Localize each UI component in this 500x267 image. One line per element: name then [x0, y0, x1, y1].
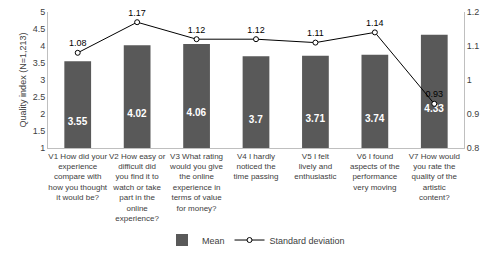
- svg-text:1.12: 1.12: [247, 25, 265, 35]
- svg-text:0.93: 0.93: [426, 89, 444, 99]
- svg-text:1.14: 1.14: [366, 18, 384, 28]
- svg-text:2.5: 2.5: [33, 92, 46, 102]
- svg-text:V1 How did yourexperiencecompa: V1 How did yourexperiencecompare withhow…: [48, 152, 107, 203]
- svg-text:V2 How easy ordifficult didyou: V2 How easy ordifficult didyou find it t…: [109, 152, 166, 223]
- svg-text:3.7: 3.7: [249, 114, 263, 125]
- svg-text:4.02: 4.02: [127, 108, 147, 119]
- svg-text:1.17: 1.17: [128, 8, 146, 18]
- svg-text:V5 I feltlively andenthusiasti: V5 I feltlively andenthusiastic: [294, 152, 336, 182]
- svg-text:3.5: 3.5: [33, 58, 46, 68]
- svg-text:1: 1: [467, 75, 472, 85]
- svg-text:1: 1: [40, 143, 45, 153]
- svg-text:4: 4: [40, 41, 45, 51]
- svg-text:Quality index (N=1,213): Quality index (N=1,213): [18, 33, 28, 128]
- svg-text:5: 5: [40, 7, 45, 17]
- svg-text:3: 3: [40, 75, 45, 85]
- svg-text:1.11: 1.11: [307, 28, 324, 38]
- svg-text:Mean: Mean: [202, 236, 225, 246]
- svg-text:0.9: 0.9: [467, 109, 480, 119]
- svg-text:1.12: 1.12: [188, 25, 206, 35]
- svg-text:4.06: 4.06: [187, 107, 207, 118]
- svg-text:3.71: 3.71: [305, 113, 325, 124]
- svg-text:3.55: 3.55: [68, 116, 88, 127]
- svg-text:1.5: 1.5: [33, 126, 46, 136]
- svg-text:V3 What ratingwould you giveth: V3 What ratingwould you givethe onlineex…: [169, 152, 223, 213]
- svg-text:V7 How wouldyou rate thequalit: V7 How wouldyou rate thequality of thear…: [409, 152, 460, 203]
- svg-text:1.1: 1.1: [467, 41, 480, 51]
- svg-text:V6 I foundaspects of theperfor: V6 I foundaspects of theperformancevery …: [350, 152, 400, 192]
- svg-text:3.74: 3.74: [365, 113, 385, 124]
- svg-text:1.08: 1.08: [69, 38, 87, 48]
- svg-text:V4 I hardlynoticed thetime pas: V4 I hardlynoticed thetime passing: [234, 152, 279, 182]
- svg-text:0.8: 0.8: [467, 143, 480, 153]
- svg-text:Standard deviation: Standard deviation: [270, 236, 345, 246]
- svg-text:4.5: 4.5: [33, 24, 46, 34]
- svg-text:1.2: 1.2: [467, 7, 480, 17]
- svg-text:4.33: 4.33: [424, 103, 444, 114]
- svg-text:2: 2: [40, 109, 45, 119]
